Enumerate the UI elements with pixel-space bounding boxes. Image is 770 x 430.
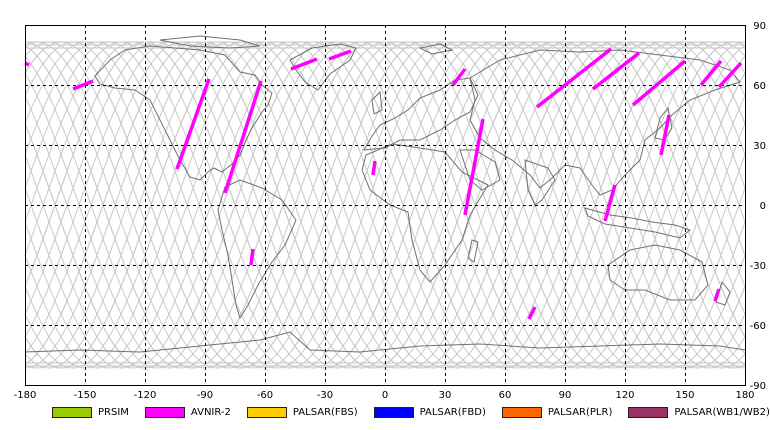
latitude-tick-label: -90 (750, 381, 766, 392)
avnir2-swath (249, 248, 255, 266)
legend-item-palsar-fbd: PALSAR(FBD) (373, 406, 486, 418)
legend-swatch (52, 406, 92, 418)
legend-label: PALSAR(FBD) (419, 406, 486, 418)
legend: PRSIM AVNIR-2 PALSAR(FBS) PALSAR(FBD) PA… (52, 404, 770, 420)
coast-svalbard (418, 43, 454, 55)
avnir2-swath (527, 306, 537, 320)
avnir2-swath (591, 51, 641, 91)
legend-swatch (246, 406, 287, 418)
avnir2-swath (699, 59, 723, 87)
coast-indonesia (584, 207, 692, 239)
legend-item-prsim: PRSIM (52, 406, 129, 418)
avnir2-swath (603, 184, 617, 222)
coast-australia (607, 244, 709, 301)
coast-uk (371, 90, 383, 115)
latitude-tick-label: -60 (750, 321, 766, 332)
coast-north-america (94, 45, 273, 181)
lat-lon-grid (25, 25, 745, 385)
coast-japan (654, 106, 673, 141)
legend-label: PALSAR(PLR) (547, 406, 613, 418)
coast-arctic-islands (159, 35, 261, 49)
latitude-tick-label: 0 (760, 201, 766, 212)
longitude-labels: -180 -150 -120 -90 -60 -30 0 30 60 90 120 150 180 (14, 390, 755, 401)
coastlines (24, 35, 746, 353)
latitude-tick-label: 30 (753, 141, 766, 152)
avnir2-swath (290, 57, 318, 71)
legend-item-palsar-fbs: PALSAR(FBS) (246, 406, 358, 418)
legend-item-palsar-plr: PALSAR(PLR) (501, 406, 613, 418)
avnir2-swath (328, 49, 352, 61)
avnir2-swath (371, 160, 377, 176)
map-frame (25, 25, 746, 386)
longitude-tick-label: 120 (615, 390, 634, 401)
avnir2-swath (713, 288, 721, 302)
legend-label: PALSAR(WB1/WB2) (674, 406, 770, 418)
longitude-tick-label: 150 (675, 390, 694, 401)
legend-label: PALSAR(FBS) (292, 406, 358, 418)
latitude-tick-label: 90 (753, 21, 766, 32)
legend-swatch (373, 406, 414, 418)
latitude-tick-label: 60 (753, 81, 766, 92)
legend-swatch (144, 406, 185, 418)
avnir2-swaths (24, 47, 743, 320)
coast-madagascar (467, 239, 479, 263)
legend-label: AVNIR-2 (190, 406, 231, 418)
longitude-tick-label: 90 (559, 390, 572, 401)
avnir2-swath (631, 59, 687, 107)
avnir2-swath (175, 78, 211, 170)
longitude-tick-label: -30 (317, 390, 333, 401)
avnir2-swath (451, 67, 467, 87)
legend-item-palsar-wb: PALSAR(WB1/WB2) (628, 406, 770, 418)
avnir2-swath (463, 118, 485, 216)
avnir2-swath (659, 114, 671, 156)
avnir2-swath (72, 79, 94, 91)
longitude-tick-label: 60 (499, 390, 512, 401)
legend-label: PRSIM (98, 406, 129, 418)
coast-india (524, 159, 556, 206)
coast-antarctica (24, 331, 746, 353)
longitude-tick-label: -60 (257, 390, 273, 401)
avnir2-swath (535, 47, 613, 109)
coast-south-america (217, 179, 297, 320)
coast-asia (469, 49, 741, 196)
longitude-tick-label: 30 (439, 390, 452, 401)
latitude-tick-label: -30 (750, 261, 766, 272)
longitude-tick-label: -180 (14, 390, 37, 401)
longitude-tick-label: 0 (382, 390, 388, 401)
longitude-tick-label: -150 (74, 390, 97, 401)
latitude-labels: 90 60 30 0 -30 -60 -90 (750, 21, 766, 392)
avnir2-swath (717, 61, 743, 89)
longitude-tick-label: -90 (197, 390, 213, 401)
longitude-tick-label: -120 (134, 390, 157, 401)
orbit-track (24, 41, 746, 369)
avnir2-swath (223, 80, 263, 194)
legend-swatch (501, 406, 542, 418)
legend-item-avnir2: AVNIR-2 (144, 406, 231, 418)
legend-swatch (628, 406, 669, 418)
longitude-tick-label: 180 (735, 390, 754, 401)
